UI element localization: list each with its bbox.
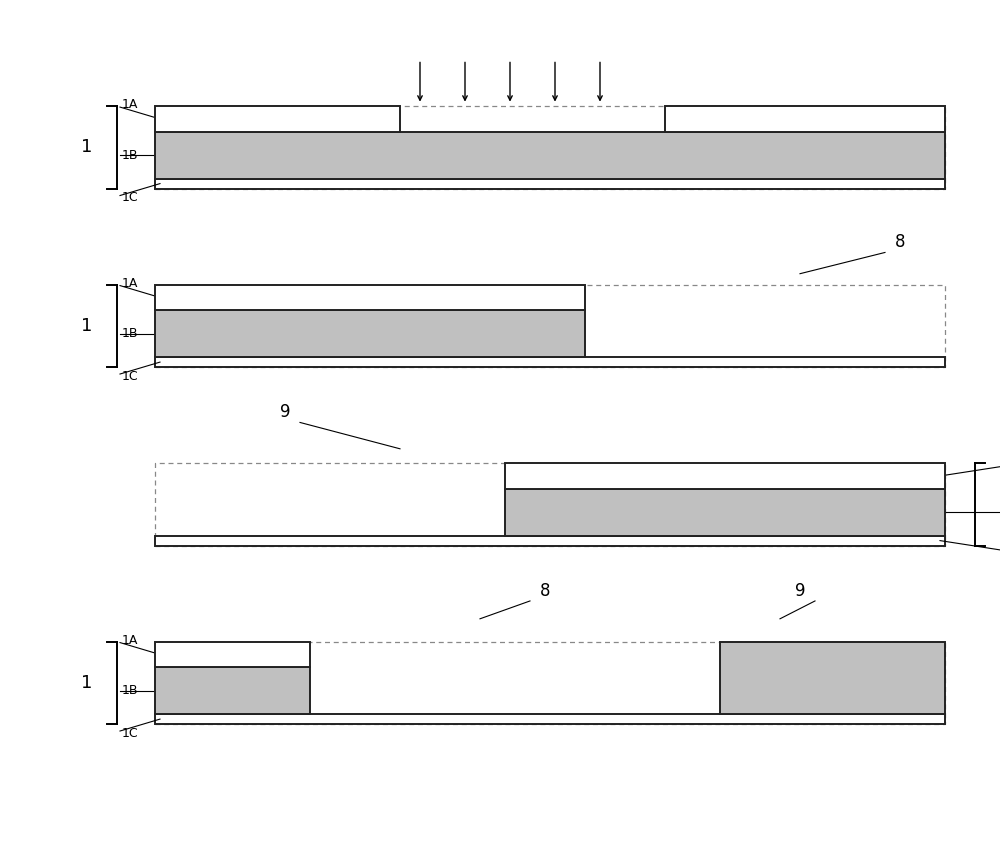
Bar: [505, 489, 945, 536]
Bar: [155, 106, 400, 132]
Bar: [720, 642, 945, 714]
Bar: [155, 178, 945, 189]
Bar: [155, 536, 945, 546]
Text: 1: 1: [81, 674, 93, 692]
Bar: [155, 357, 945, 367]
Text: 1B: 1B: [122, 327, 138, 340]
Text: 1A: 1A: [122, 634, 138, 647]
Text: 1C: 1C: [122, 370, 139, 382]
Text: 1A: 1A: [122, 99, 138, 111]
Bar: [155, 463, 945, 546]
Text: 9: 9: [795, 581, 805, 600]
Bar: [155, 285, 585, 310]
Bar: [155, 285, 945, 367]
Bar: [505, 463, 945, 489]
Bar: [155, 642, 310, 667]
Text: 8: 8: [540, 581, 550, 600]
Text: 8: 8: [895, 233, 905, 252]
Text: 9: 9: [280, 403, 290, 422]
Text: 1B: 1B: [122, 149, 138, 162]
Text: 1B: 1B: [122, 684, 138, 697]
Bar: [155, 667, 310, 714]
Text: 1C: 1C: [122, 727, 139, 740]
Bar: [155, 714, 945, 724]
Bar: [155, 132, 945, 178]
Text: 1: 1: [81, 139, 93, 156]
Bar: [155, 310, 585, 357]
Bar: [155, 106, 945, 189]
Text: 1A: 1A: [122, 277, 138, 290]
Text: 1C: 1C: [122, 191, 139, 204]
Bar: [155, 642, 945, 724]
Text: 1: 1: [81, 317, 93, 335]
Bar: [665, 106, 945, 132]
